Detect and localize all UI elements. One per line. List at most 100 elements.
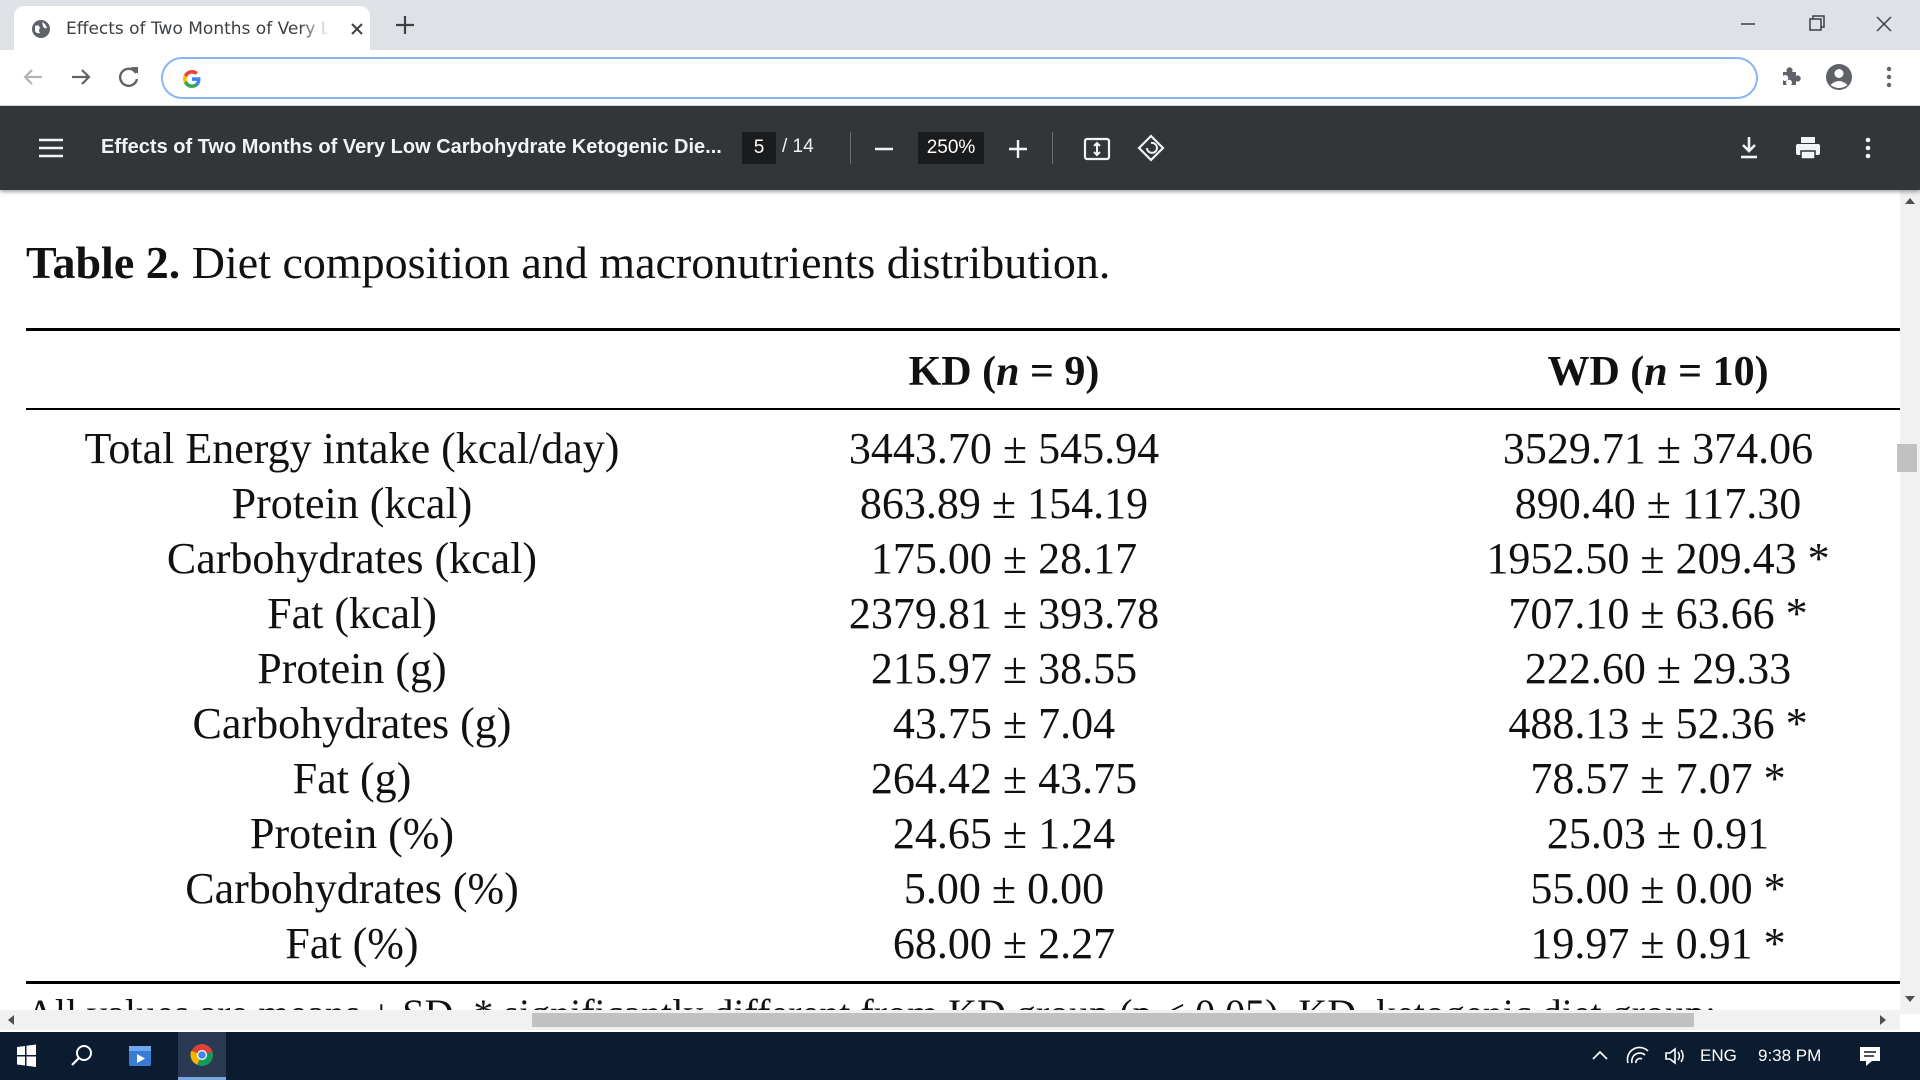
hamburger-menu-icon[interactable]	[36, 134, 66, 162]
wd-value: 78.57 ± 7.07 *	[1530, 754, 1786, 803]
pdf-toolbar: Effects of Two Months of Very Low Carboh…	[0, 106, 1920, 190]
row-label: Total Energy intake (kcal/day)	[84, 424, 620, 473]
address-bar[interactable]	[161, 57, 1758, 99]
column-header-kd: KD (n = 9)	[908, 349, 1100, 395]
table-caption: Table 2. Diet composition and macronutri…	[26, 236, 1110, 289]
row-label: Fat (g)	[292, 754, 412, 803]
browser-toolbar	[0, 50, 1920, 106]
kd-value: 24.65 ± 1.24	[892, 809, 1116, 858]
restore-icon[interactable]	[1796, 8, 1836, 40]
table-row: Fat (g) 264.42 ± 43.75 78.57 ± 7.07 *	[0, 751, 1900, 806]
kd-value: 43.75 ± 7.04	[892, 699, 1116, 748]
more-options-icon[interactable]	[1856, 133, 1880, 163]
search-icon[interactable]	[62, 1040, 102, 1072]
table-top-rule	[26, 328, 1900, 331]
kd-value: 863.89 ± 154.19	[859, 479, 1149, 528]
pdf-page: Table 2. Diet composition and macronutri…	[0, 190, 1900, 1014]
system-clock[interactable]: 9:38 PM	[1758, 1046, 1822, 1065]
volume-icon[interactable]	[1656, 1040, 1696, 1072]
address-input[interactable]	[213, 65, 1713, 91]
chrome-icon	[190, 1044, 213, 1066]
vertical-scrollbar[interactable]	[1900, 190, 1920, 1014]
reload-icon[interactable]	[114, 62, 144, 92]
kd-value: 68.00 ± 2.27	[892, 919, 1116, 968]
row-label: Fat (%)	[285, 919, 419, 968]
row-label: Protein (kcal)	[231, 479, 473, 528]
kd-value: 3443.70 ± 545.94	[848, 424, 1160, 473]
windows-start-icon[interactable]	[6, 1040, 46, 1072]
zoom-in-icon[interactable]	[1004, 135, 1032, 163]
scroll-left-arrow-icon[interactable]	[8, 1015, 14, 1025]
table-row: Carbohydrates (g) 43.75 ± 7.04 488.13 ± …	[0, 696, 1900, 751]
horizontal-scroll-thumb[interactable]	[532, 1013, 1694, 1027]
table-row: Protein (g) 215.97 ± 38.55 222.60 ± 29.3…	[0, 641, 1900, 696]
wd-value: 1952.50 ± 209.43 *	[1486, 534, 1830, 583]
wd-value: 55.00 ± 0.00 *	[1530, 864, 1786, 913]
scroll-down-arrow-icon[interactable]	[1905, 996, 1915, 1002]
kd-value: 2379.81 ± 393.78	[848, 589, 1160, 638]
scroll-up-arrow-icon[interactable]	[1905, 198, 1915, 204]
kd-value: 5.00 ± 0.00	[903, 864, 1105, 913]
page-total: / 14	[782, 136, 814, 157]
kd-value: 175.00 ± 28.17	[870, 534, 1138, 583]
table-row: Protein (%) 24.65 ± 1.24 25.03 ± 0.91	[0, 806, 1900, 861]
toolbar-divider	[1052, 132, 1053, 164]
close-tab-icon[interactable]	[346, 18, 368, 40]
table-bottom-rule	[26, 981, 1900, 984]
globe-icon	[32, 20, 50, 38]
browser-tabstrip: Effects of Two Months of Very Low Carboh…	[0, 0, 1920, 50]
zoom-out-icon[interactable]	[870, 135, 898, 163]
table-row: Total Energy intake (kcal/day) 3443.70 ±…	[0, 421, 1900, 476]
wifi-icon[interactable]	[1618, 1040, 1658, 1072]
back-arrow-icon[interactable]	[18, 62, 48, 92]
media-player-icon[interactable]	[120, 1040, 160, 1072]
row-label: Carbohydrates (g)	[192, 699, 512, 748]
table-caption-label: Table 2.	[26, 237, 181, 288]
row-label: Protein (g)	[257, 644, 447, 693]
kd-value: 215.97 ± 38.55	[870, 644, 1138, 693]
close-window-icon[interactable]	[1864, 8, 1904, 40]
table-footnote: All values are means ± SD. * significant…	[26, 991, 1717, 1014]
taskbar: ENG 9:38 PM	[0, 1032, 1920, 1080]
table-caption-text: Diet composition and macronutrients dist…	[191, 237, 1111, 288]
notifications-icon[interactable]	[1850, 1040, 1890, 1072]
kd-value: 264.42 ± 43.75	[870, 754, 1138, 803]
download-icon[interactable]	[1734, 133, 1764, 163]
page-number-input[interactable]: 5	[742, 132, 776, 164]
table-row: Fat (%) 68.00 ± 2.27 19.97 ± 0.91 *	[0, 916, 1900, 971]
vertical-scroll-thumb[interactable]	[1897, 444, 1917, 472]
wd-value: 19.97 ± 0.91 *	[1530, 919, 1786, 968]
row-label: Fat (kcal)	[267, 589, 437, 638]
column-header-wd: WD (n = 10)	[1547, 349, 1769, 395]
zoom-level-input[interactable]: 250%	[918, 132, 984, 164]
wd-value: 222.60 ± 29.33	[1524, 644, 1792, 693]
new-tab-icon[interactable]	[392, 12, 418, 38]
google-g-icon	[183, 70, 201, 88]
wd-value: 488.13 ± 52.36 *	[1508, 699, 1808, 748]
browser-tab[interactable]: Effects of Two Months of Very Low Carboh…	[14, 6, 370, 50]
table-row: Carbohydrates (kcal) 175.00 ± 28.17 1952…	[0, 531, 1900, 586]
table-header-rule	[26, 408, 1900, 410]
wd-value: 25.03 ± 0.91	[1546, 809, 1770, 858]
table-row: Protein (kcal) 863.89 ± 154.19 890.40 ± …	[0, 476, 1900, 531]
wd-value: 707.10 ± 63.66 *	[1508, 589, 1808, 638]
pdf-document-title: Effects of Two Months of Very Low Carboh…	[101, 136, 722, 158]
chevron-up-icon[interactable]	[1580, 1040, 1620, 1072]
fit-to-page-icon[interactable]	[1082, 134, 1112, 164]
rotate-icon[interactable]	[1136, 133, 1166, 163]
scroll-right-arrow-icon[interactable]	[1880, 1015, 1886, 1025]
table-row: Fat (kcal) 2379.81 ± 393.78 707.10 ± 63.…	[0, 586, 1900, 641]
forward-arrow-icon[interactable]	[66, 62, 96, 92]
minimize-icon[interactable]	[1728, 8, 1768, 40]
input-language[interactable]: ENG	[1700, 1046, 1737, 1065]
browser-menu-icon[interactable]	[1874, 62, 1904, 92]
chrome-taskbar-button[interactable]	[178, 1032, 226, 1080]
profile-avatar-icon[interactable]	[1824, 62, 1854, 92]
row-label: Carbohydrates (kcal)	[166, 534, 538, 583]
row-label: Protein (%)	[249, 809, 455, 858]
toolbar-divider	[850, 132, 851, 164]
row-label: Carbohydrates (%)	[185, 864, 519, 913]
tab-title: Effects of Two Months of Very Low Carboh…	[66, 19, 330, 39]
print-icon[interactable]	[1792, 133, 1824, 163]
extensions-puzzle-icon[interactable]	[1776, 62, 1806, 92]
